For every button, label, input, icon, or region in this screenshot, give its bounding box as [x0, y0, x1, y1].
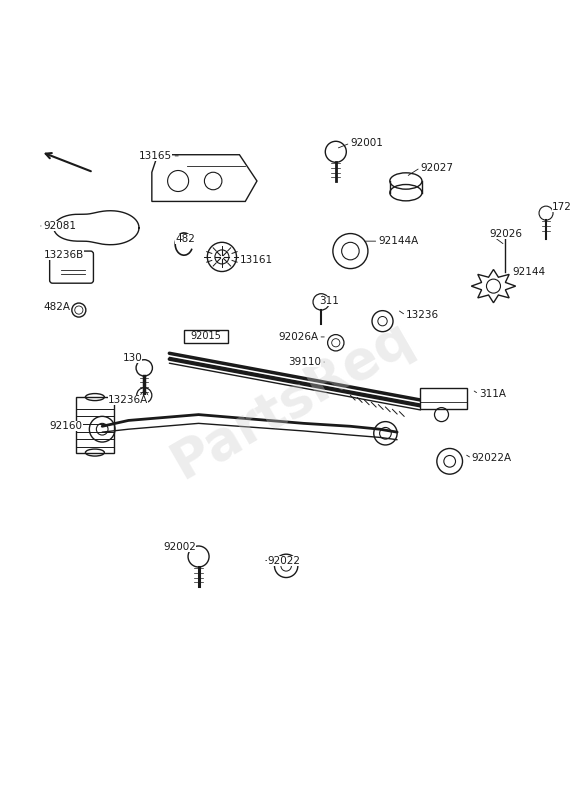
Text: 482A: 482A	[44, 302, 71, 311]
Text: 92002: 92002	[164, 542, 196, 552]
FancyBboxPatch shape	[184, 330, 228, 342]
Text: 92081: 92081	[44, 221, 77, 231]
Text: 39110: 39110	[288, 357, 321, 367]
Text: 92015: 92015	[191, 331, 221, 342]
Text: 482: 482	[175, 234, 195, 245]
Text: 92160: 92160	[50, 422, 83, 431]
Polygon shape	[152, 154, 257, 202]
Text: 92144: 92144	[513, 266, 546, 277]
Text: 311: 311	[319, 296, 339, 306]
Polygon shape	[471, 270, 516, 302]
Text: PartsReq: PartsReq	[162, 310, 422, 490]
Text: 92026: 92026	[489, 229, 523, 238]
Text: 172: 172	[552, 202, 572, 212]
Bar	[420, 388, 467, 409]
Text: 92027: 92027	[420, 162, 454, 173]
Text: 92022: 92022	[267, 555, 301, 566]
Text: 13161: 13161	[239, 255, 273, 265]
Bar	[76, 397, 114, 453]
Text: 13236A: 13236A	[108, 395, 148, 405]
Text: 92026A: 92026A	[278, 332, 318, 342]
Text: 92144A: 92144A	[378, 236, 419, 246]
Text: 13236: 13236	[406, 310, 439, 320]
Text: 311A: 311A	[479, 389, 506, 399]
Text: 130: 130	[123, 353, 142, 363]
Text: 92001: 92001	[350, 138, 383, 148]
Text: 13236B: 13236B	[44, 250, 84, 260]
Text: 92022A: 92022A	[472, 454, 512, 463]
FancyBboxPatch shape	[50, 251, 93, 283]
Ellipse shape	[390, 185, 422, 201]
Text: 13165: 13165	[139, 151, 172, 161]
